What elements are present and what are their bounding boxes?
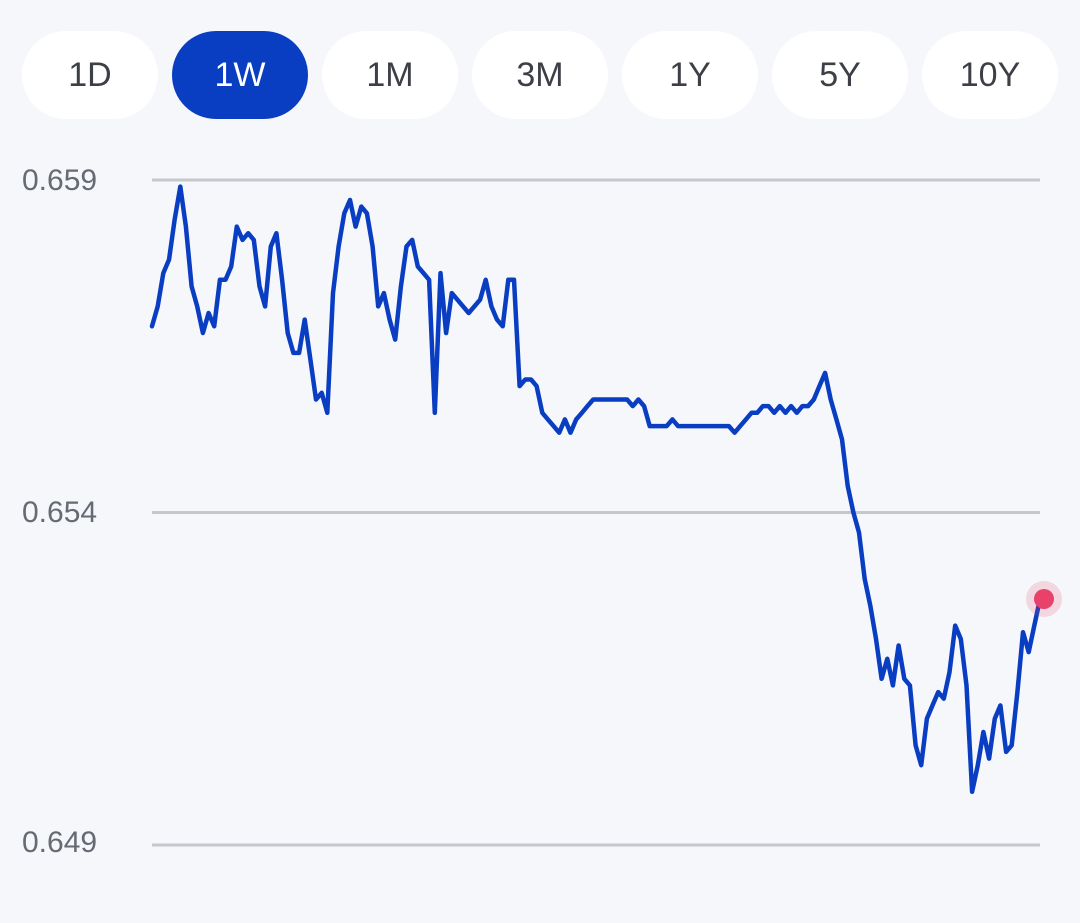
current-price-marker: [1034, 588, 1054, 609]
price-line: [149, 184, 1043, 795]
tab-1y-label: 1Y: [669, 55, 711, 94]
tab-3m-label: 3M: [516, 55, 564, 94]
y-tick-label-bottom: 0.649: [22, 826, 98, 859]
tab-3m[interactable]: 3M: [472, 31, 608, 119]
y-tick-label-top: 0.659: [22, 164, 98, 197]
tab-1d-label: 1D: [68, 55, 112, 94]
tab-5y-label: 5Y: [819, 55, 861, 94]
tab-10y[interactable]: 10Y: [922, 31, 1058, 119]
timeframe-tabs: 1D 1W 1M 3M 1Y 5Y 10Y: [22, 31, 1058, 119]
tab-1w[interactable]: 1W: [172, 31, 308, 119]
tab-1d[interactable]: 1D: [22, 31, 158, 119]
tab-1w-label: 1W: [214, 55, 266, 94]
tab-1m[interactable]: 1M: [322, 31, 458, 119]
tab-5y[interactable]: 5Y: [772, 31, 908, 119]
tab-1y[interactable]: 1Y: [622, 31, 758, 119]
gridlines: [152, 178, 1040, 847]
y-tick-label-mid: 0.654: [22, 496, 98, 529]
tab-1m-label: 1M: [366, 55, 414, 94]
tab-10y-label: 10Y: [959, 55, 1021, 94]
